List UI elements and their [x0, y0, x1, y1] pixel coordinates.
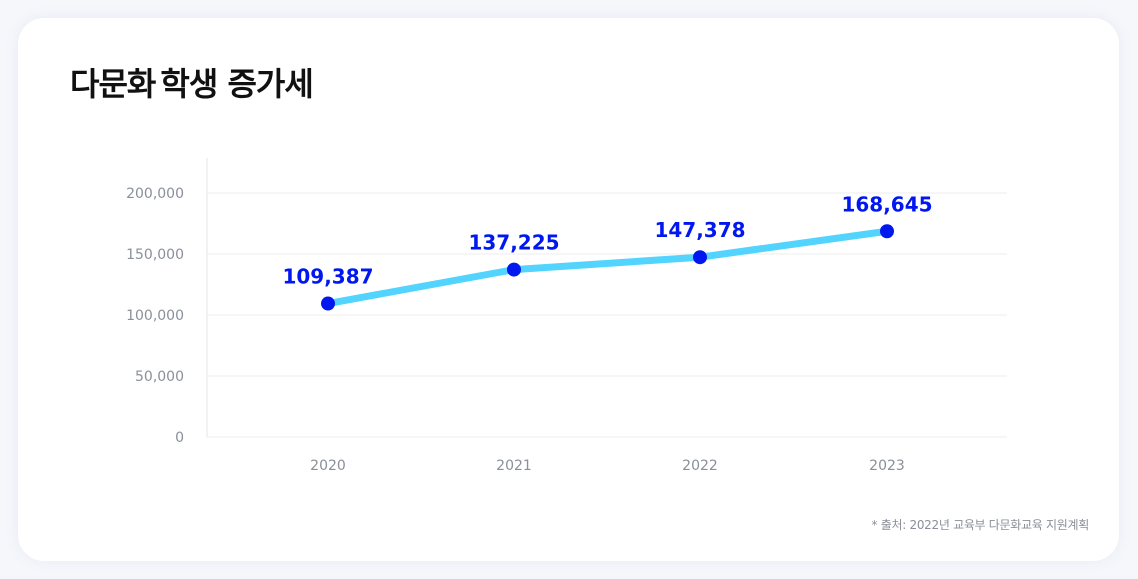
data-point	[880, 224, 894, 239]
y-tick-label: 200,000	[126, 186, 184, 202]
chart-title: 다문화 학생 증가세	[70, 64, 314, 110]
chart-card: 다문화 학생 증가세 * 출처: 2022년 교육부 다문화교육 지원계획	[18, 18, 1119, 561]
data-label: 137,225	[468, 231, 559, 255]
chart-title-prefix: 다문화	[70, 65, 156, 103]
y-tick-label: 150,000	[126, 247, 184, 263]
y-tick-label: 100,000	[126, 308, 184, 324]
data-point	[321, 296, 335, 311]
chart-title-highlight: 학생 증가세	[160, 65, 313, 103]
data-label: 109,387	[282, 265, 373, 289]
source-note: * 출처: 2022년 교육부 다문화교육 지원계획	[871, 518, 1090, 532]
y-tick-label: 0	[175, 430, 184, 446]
data-label: 147,378	[654, 218, 745, 242]
x-tick-label: 2023	[869, 458, 905, 474]
data-point	[693, 250, 707, 265]
series-line	[324, 227, 891, 308]
x-tick-label: 2020	[310, 458, 346, 474]
y-tick-label: 50,000	[135, 369, 184, 385]
x-tick-label: 2021	[496, 458, 532, 474]
x-tick-label: 2022	[682, 458, 718, 474]
data-point	[507, 262, 521, 277]
data-label: 168,645	[841, 192, 932, 216]
